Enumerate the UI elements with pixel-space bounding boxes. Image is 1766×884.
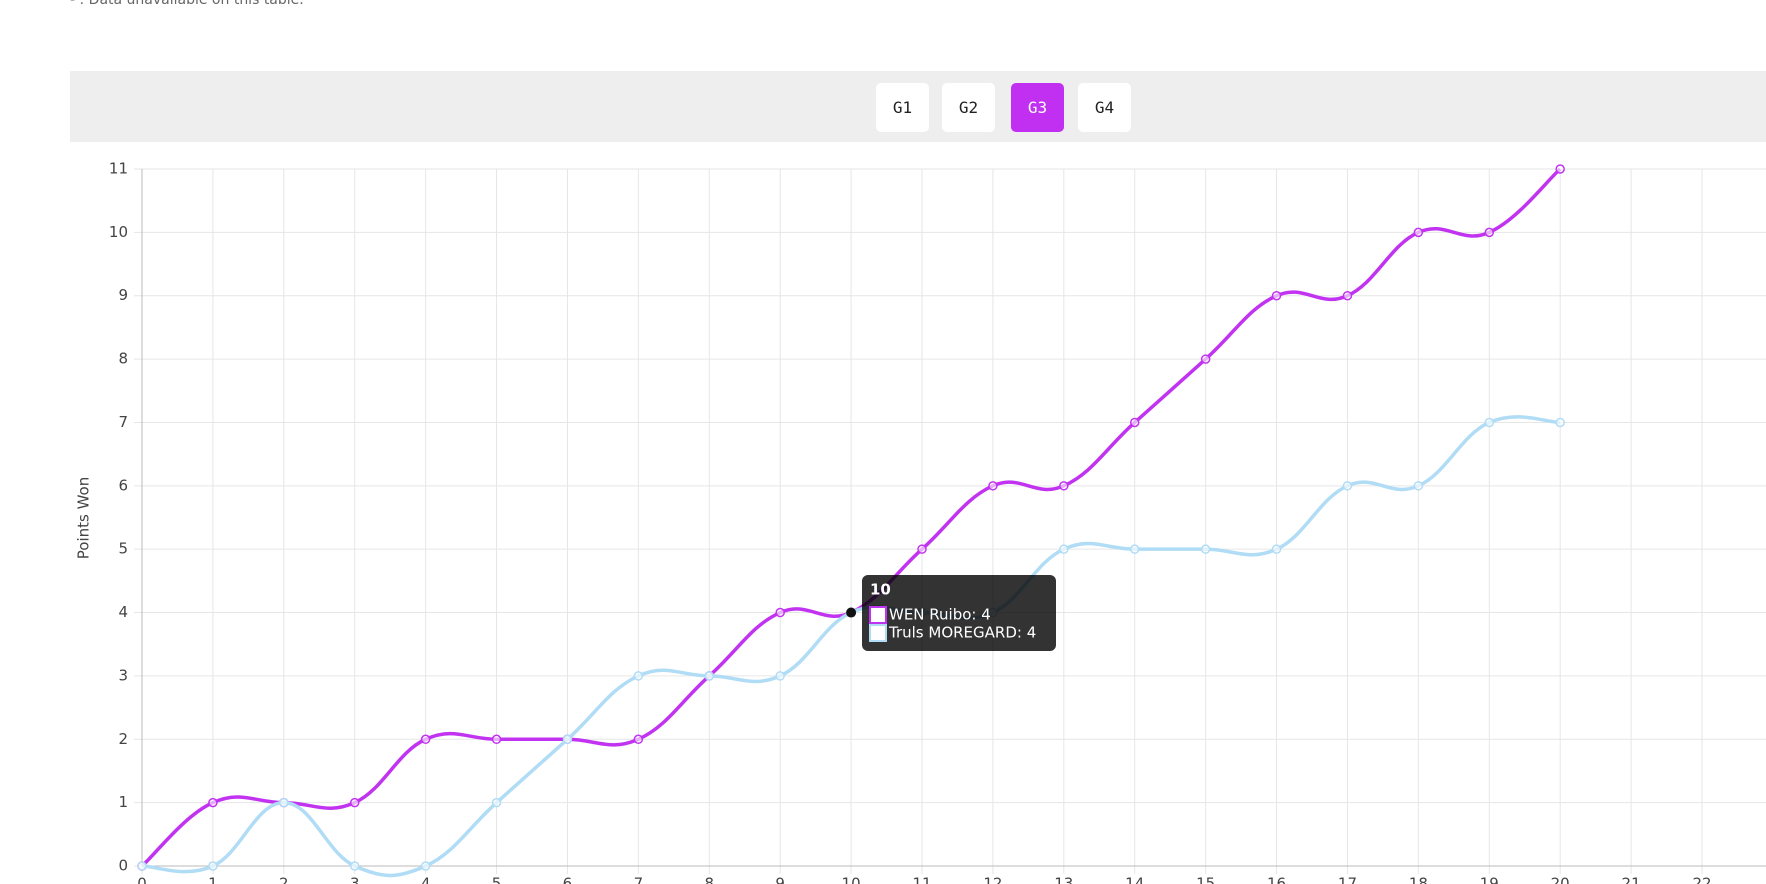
point bbox=[562, 734, 573, 745]
point bbox=[208, 797, 218, 808]
point bbox=[775, 607, 785, 618]
y-tick-label: 11 bbox=[109, 160, 128, 178]
x-tick-label: 6 bbox=[563, 875, 573, 884]
point bbox=[775, 671, 785, 681]
tooltip-line: Truls MOREGARD: 4 bbox=[888, 624, 1036, 642]
tooltip-line: WEN Ruibo: 4 bbox=[889, 606, 991, 624]
y-tick-label: 6 bbox=[118, 476, 128, 494]
point bbox=[1200, 544, 1211, 554]
x-tick-label: 8 bbox=[704, 875, 714, 884]
point bbox=[1271, 544, 1282, 554]
y-axis-title: Points Won bbox=[75, 477, 93, 559]
x-tick-label: 11 bbox=[912, 875, 931, 884]
x-tick-label: 18 bbox=[1409, 875, 1428, 884]
tooltip-box bbox=[862, 575, 1056, 651]
tooltip-title: 10 bbox=[870, 581, 891, 599]
tab[interactable]: G1 bbox=[876, 83, 929, 132]
y-tick-label: 10 bbox=[109, 223, 128, 241]
tab[interactable]: G2 bbox=[942, 83, 995, 132]
point bbox=[633, 734, 644, 745]
point bbox=[1555, 417, 1565, 428]
point bbox=[420, 734, 431, 745]
x-tick-label: 19 bbox=[1480, 875, 1499, 884]
x-tick-label: 16 bbox=[1267, 875, 1286, 884]
point bbox=[917, 544, 927, 554]
y-tick-label: 2 bbox=[118, 730, 128, 748]
point bbox=[208, 861, 218, 871]
point bbox=[1129, 417, 1140, 428]
point bbox=[1059, 481, 1069, 491]
x-tick-label: 1 bbox=[208, 875, 218, 884]
x-tick-label: 5 bbox=[492, 875, 502, 884]
point bbox=[279, 797, 289, 808]
tooltip-swatch bbox=[869, 606, 887, 624]
point bbox=[1413, 481, 1424, 491]
tab-active[interactable]: G3 bbox=[1011, 83, 1064, 132]
point bbox=[1484, 417, 1495, 428]
point bbox=[633, 671, 644, 681]
point bbox=[1555, 164, 1565, 174]
x-tick-label: 7 bbox=[634, 875, 644, 884]
point bbox=[988, 481, 998, 491]
x-tick-label: 12 bbox=[983, 875, 1002, 884]
point bbox=[704, 671, 715, 681]
point bbox=[1200, 354, 1211, 364]
y-tick-label: 0 bbox=[118, 857, 128, 875]
game-tabs: G1 G2 G3 G4 bbox=[70, 71, 1766, 142]
point bbox=[420, 861, 431, 871]
note: - : Data unavailable on this table. bbox=[70, 0, 304, 8]
point bbox=[1413, 227, 1424, 238]
x-tick-label: 17 bbox=[1338, 875, 1357, 884]
point bbox=[1342, 481, 1353, 491]
point bbox=[349, 861, 360, 871]
y-tick-label: 1 bbox=[118, 793, 128, 811]
point bbox=[1271, 290, 1282, 301]
x-tick-label: 2 bbox=[279, 875, 289, 884]
y-tick-label: 4 bbox=[118, 603, 128, 621]
x-tick-label: 0 bbox=[137, 875, 147, 884]
y-tick-label: 9 bbox=[118, 286, 128, 304]
tab[interactable]: G4 bbox=[1078, 83, 1131, 132]
hover-point bbox=[846, 607, 857, 618]
point bbox=[1342, 290, 1353, 301]
point bbox=[1059, 544, 1069, 554]
x-tick-label: 4 bbox=[421, 875, 431, 884]
point bbox=[349, 797, 360, 808]
y-tick-label: 7 bbox=[118, 413, 128, 431]
x-tick-label: 22 bbox=[1692, 875, 1711, 884]
x-tick-label: 9 bbox=[775, 875, 785, 884]
x-tick-label: 20 bbox=[1551, 875, 1570, 884]
y-tick-label: 5 bbox=[118, 540, 128, 558]
point bbox=[491, 797, 502, 808]
point bbox=[1129, 544, 1140, 554]
point bbox=[1484, 227, 1495, 238]
x-tick-label: 10 bbox=[842, 875, 861, 884]
x-tick-label: 13 bbox=[1054, 875, 1073, 884]
x-tick-label: 3 bbox=[350, 875, 360, 884]
x-tick-label: 14 bbox=[1125, 875, 1144, 884]
y-tick-label: 3 bbox=[118, 666, 128, 684]
x-tick-label: 15 bbox=[1196, 875, 1215, 884]
x-tick-label: 21 bbox=[1622, 875, 1641, 884]
point bbox=[491, 734, 502, 745]
point bbox=[137, 861, 147, 871]
tooltip-swatch bbox=[869, 624, 887, 642]
y-tick-label: 8 bbox=[118, 350, 128, 368]
